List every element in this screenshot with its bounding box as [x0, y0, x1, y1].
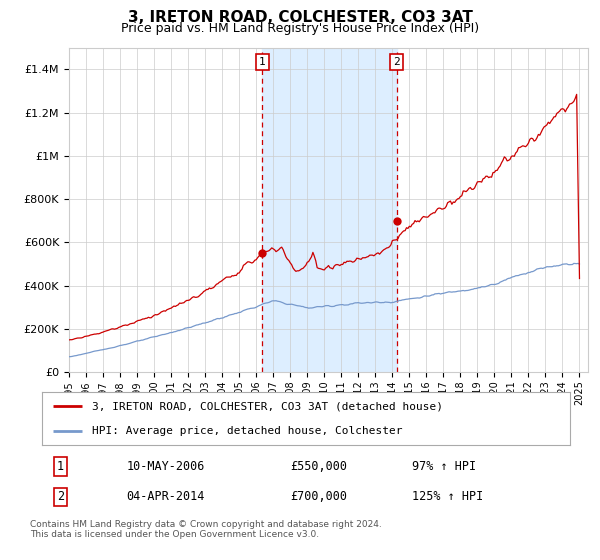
Text: 1: 1	[57, 460, 64, 473]
Text: 3, IRETON ROAD, COLCHESTER, CO3 3AT: 3, IRETON ROAD, COLCHESTER, CO3 3AT	[128, 10, 472, 25]
Text: £700,000: £700,000	[290, 491, 347, 503]
Text: 2: 2	[57, 491, 64, 503]
Text: HPI: Average price, detached house, Colchester: HPI: Average price, detached house, Colc…	[92, 426, 403, 436]
Text: Contains HM Land Registry data © Crown copyright and database right 2024.
This d: Contains HM Land Registry data © Crown c…	[30, 520, 382, 539]
Text: 04-APR-2014: 04-APR-2014	[127, 491, 205, 503]
Text: 3, IRETON ROAD, COLCHESTER, CO3 3AT (detached house): 3, IRETON ROAD, COLCHESTER, CO3 3AT (det…	[92, 402, 443, 412]
Text: Price paid vs. HM Land Registry's House Price Index (HPI): Price paid vs. HM Land Registry's House …	[121, 22, 479, 35]
Text: 10-MAY-2006: 10-MAY-2006	[127, 460, 205, 473]
Bar	[262, 48, 397, 372]
Text: 1: 1	[259, 57, 266, 67]
Text: 125% ↑ HPI: 125% ↑ HPI	[412, 491, 483, 503]
Text: £550,000: £550,000	[290, 460, 347, 473]
Text: 97% ↑ HPI: 97% ↑ HPI	[412, 460, 476, 473]
Text: 2: 2	[393, 57, 400, 67]
